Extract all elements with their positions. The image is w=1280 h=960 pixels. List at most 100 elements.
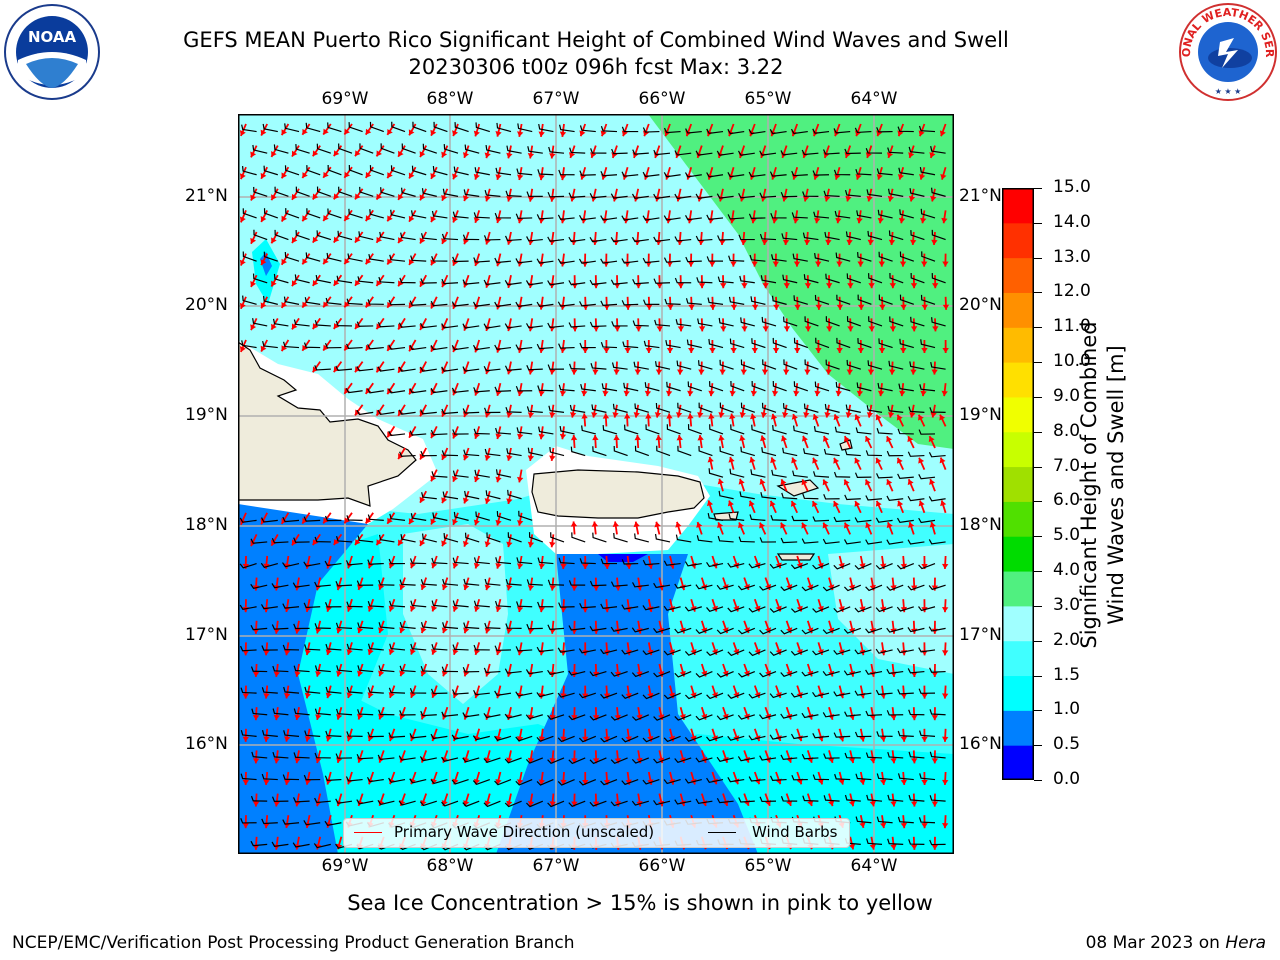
wave-direction-arrow bbox=[571, 577, 578, 591]
wave-direction-arrow bbox=[325, 598, 332, 612]
wind-barb bbox=[780, 713, 798, 719]
wind-barb bbox=[887, 751, 904, 759]
wave-direction-arrow bbox=[613, 434, 620, 449]
wave-direction-arrow bbox=[273, 620, 280, 634]
wind-barb bbox=[910, 316, 925, 327]
wind-barb bbox=[305, 252, 321, 262]
wave-direction-arrow bbox=[397, 188, 406, 201]
wave-direction-arrow bbox=[602, 383, 609, 397]
wind-barb bbox=[802, 232, 819, 241]
wave-direction-arrow bbox=[549, 793, 556, 807]
wind-barb bbox=[867, 230, 883, 241]
wind-barb bbox=[844, 711, 861, 717]
wind-barb bbox=[421, 533, 437, 543]
colorbar-tick-label: 12.0 bbox=[1053, 281, 1091, 302]
wind-barb bbox=[388, 732, 406, 738]
colorbar-segment bbox=[1002, 188, 1034, 224]
wave-direction-arrow bbox=[697, 435, 704, 449]
wave-direction-arrow bbox=[941, 728, 949, 742]
wave-direction-arrow bbox=[676, 434, 683, 449]
wind-barb bbox=[834, 210, 851, 219]
wave-direction-arrow bbox=[346, 728, 353, 742]
wind-barb bbox=[579, 342, 596, 349]
wind-barb bbox=[739, 491, 755, 500]
wind-barb bbox=[706, 214, 724, 220]
wind-barb bbox=[707, 297, 724, 305]
wind-barb bbox=[729, 338, 745, 349]
wind-barb bbox=[262, 340, 278, 349]
wind-barb bbox=[844, 189, 861, 197]
bot-tick-label: 68°W bbox=[426, 856, 474, 876]
wind-barb bbox=[684, 606, 702, 612]
wave-direction-arrow bbox=[571, 750, 578, 764]
wave-direction-arrow bbox=[441, 663, 449, 677]
wind-barb bbox=[547, 322, 565, 329]
colorbar-tick-label: 2.0 bbox=[1053, 629, 1081, 650]
wind-barb bbox=[844, 752, 861, 759]
wave-direction-arrow bbox=[845, 404, 852, 418]
wave-direction-arrow bbox=[280, 296, 290, 309]
wind-barb bbox=[316, 230, 331, 241]
wind-barb bbox=[527, 447, 543, 457]
top-tick-label: 64°W bbox=[850, 89, 898, 109]
wind-barb bbox=[770, 212, 787, 219]
wave-height-pale-patch-east bbox=[828, 544, 954, 674]
wind-barb bbox=[783, 359, 798, 370]
wave-direction-arrow bbox=[527, 620, 535, 634]
wind-barb bbox=[865, 539, 883, 545]
wind-barb bbox=[335, 365, 353, 372]
wave-direction-arrow bbox=[718, 435, 725, 449]
wind-barb bbox=[621, 649, 639, 655]
wave-direction-arrow bbox=[506, 447, 513, 461]
wind-barb bbox=[504, 280, 522, 286]
wave-direction-arrow bbox=[397, 145, 406, 158]
wind-barb bbox=[761, 316, 777, 327]
wind-barb bbox=[898, 167, 914, 176]
wave-direction-arrow bbox=[284, 642, 291, 656]
wind-barb bbox=[421, 492, 437, 500]
wind-barb bbox=[581, 425, 596, 435]
wave-direction-arrow bbox=[333, 188, 343, 200]
colorbar-segment bbox=[1002, 605, 1034, 642]
wave-direction-arrow bbox=[644, 383, 652, 397]
wave-direction-arrow bbox=[419, 533, 427, 547]
wind-barb bbox=[674, 150, 692, 156]
wind-barb bbox=[812, 691, 830, 698]
wind-barb bbox=[822, 538, 840, 545]
wind-barb bbox=[695, 235, 713, 242]
wind-barb bbox=[568, 322, 586, 328]
wind-barb bbox=[909, 188, 925, 197]
wind-barb bbox=[685, 128, 702, 134]
wind-barb bbox=[737, 150, 755, 156]
wind-barb bbox=[855, 816, 872, 824]
wind-barb bbox=[410, 513, 427, 521]
wave-direction-arrow bbox=[549, 361, 556, 375]
wind-barb bbox=[525, 323, 543, 329]
wind-barb bbox=[484, 448, 501, 457]
wave-direction-arrow bbox=[828, 793, 835, 807]
wind-barb bbox=[260, 562, 278, 568]
wind-barb bbox=[866, 794, 883, 802]
wave-direction-arrow bbox=[367, 728, 375, 742]
wind-barb bbox=[433, 121, 448, 133]
wind-barb bbox=[793, 425, 808, 435]
wind-barb bbox=[295, 186, 310, 197]
wind-barb bbox=[716, 671, 734, 678]
wind-barb bbox=[536, 646, 554, 653]
wave-direction-arrow bbox=[886, 145, 894, 159]
wave-direction-arrow bbox=[867, 361, 875, 375]
wind-barb bbox=[621, 215, 639, 221]
wind-barb bbox=[728, 255, 745, 262]
wave-direction-arrow bbox=[838, 771, 845, 785]
wind-barb bbox=[739, 275, 755, 284]
colorbar-segment bbox=[1002, 396, 1034, 433]
wind-barb bbox=[759, 233, 777, 241]
wind-barb bbox=[664, 298, 681, 305]
wind-barb bbox=[558, 602, 575, 608]
wind-barb bbox=[367, 299, 384, 305]
wind-barb bbox=[759, 796, 777, 803]
wind-barb bbox=[432, 512, 448, 521]
wave-direction-arrow bbox=[783, 275, 790, 289]
wave-direction-arrow bbox=[844, 145, 852, 159]
wave-direction-arrow bbox=[896, 414, 905, 427]
